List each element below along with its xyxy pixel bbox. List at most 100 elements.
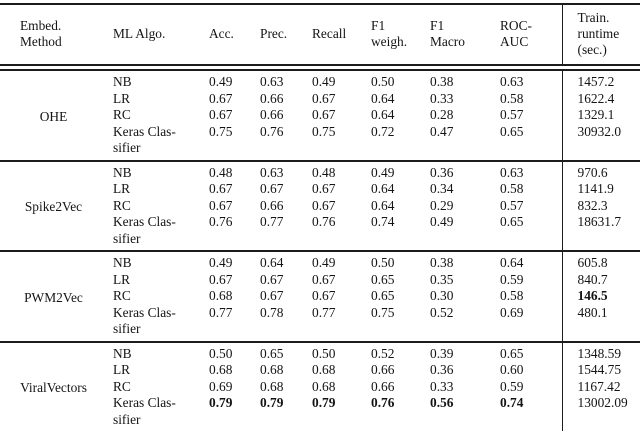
acc-cell: 0.69 (209, 378, 233, 394)
algo-cell: LR (113, 362, 131, 377)
acc-cell: 0.67 (209, 90, 233, 106)
header-row: Embed. Method ML Algo. Acc. Prec. Recall… (0, 4, 640, 71)
f1-macro-cell: 0.49 (430, 214, 454, 229)
table-row: Keras Clas- sifier 0.76 0.77 0.76 0.74 0… (0, 214, 640, 251)
acc-cell: 0.75 (209, 123, 233, 139)
runtime-cell: 18631.7 (561, 214, 640, 251)
f1-weigh-cell: 0.49 (371, 164, 395, 180)
recall-cell: 0.68 (312, 378, 336, 394)
algo-cell: RC (113, 378, 131, 394)
runtime-cell: 1457.2 (561, 67, 640, 91)
f1-weigh-cell: 0.72 (371, 123, 395, 139)
roc-auc-cell: 0.65 (500, 123, 524, 139)
f1-macro-cell-best: 0.56 (430, 395, 454, 410)
f1-macro-cell: 0.39 (430, 345, 454, 361)
roc-auc-cell: 0.65 (500, 214, 524, 229)
table-row: OHE NB 0.49 0.63 0.49 0.50 0.38 0.63 145… (0, 67, 640, 124)
f1-macro-cell: 0.38 (430, 255, 454, 270)
f1-weigh-cell: 0.66 (371, 378, 395, 394)
recall-cell: 0.49 (312, 255, 336, 270)
f1-macro-cell: 0.38 (430, 74, 454, 89)
recall-cell-best: 0.79 (312, 395, 336, 410)
acc-cell-best: 0.79 (209, 395, 233, 410)
table-row: Keras Clas- sifier 0.77 0.78 0.77 0.75 0… (0, 304, 640, 342)
prec-cell: 0.64 (260, 255, 284, 270)
prec-cell: 0.63 (260, 74, 284, 89)
recall-cell: 0.76 (312, 214, 336, 229)
table-row: LR 0.68 0.68 0.68 0.66 0.36 0.60 1544.75 (0, 362, 640, 379)
prec-cell-best: 0.79 (260, 395, 284, 410)
acc-cell: 0.67 (209, 271, 233, 287)
algo-cell: RC (113, 197, 131, 213)
recall-cell: 0.49 (312, 74, 336, 89)
recall-cell: 0.75 (312, 123, 336, 139)
f1-weigh-cell: 0.50 (371, 255, 395, 270)
recall-cell: 0.68 (312, 362, 336, 377)
runtime-cell: 1329.1 (561, 107, 640, 124)
algo-cell: LR (113, 90, 131, 106)
group-spike2vec: Spike2Vec NB 0.48 0.63 0.48 0.49 0.36 0.… (0, 160, 640, 251)
roc-auc-cell-best: 0.74 (500, 395, 524, 410)
col-header-ml-algo: ML Algo. (105, 4, 200, 71)
f1-macro-cell: 0.33 (430, 90, 454, 106)
table-row: ViralVectors NB 0.50 0.65 0.50 0.52 0.39… (0, 341, 640, 395)
f1-weigh-cell: 0.75 (371, 304, 395, 320)
table-row: LR 0.67 0.67 0.67 0.64 0.34 0.58 1141.9 (0, 181, 640, 198)
runtime-cell: 1141.9 (561, 181, 640, 198)
col-header-train-runtime: Train. runtime (sec.) (561, 4, 640, 71)
f1-weigh-cell: 0.66 (371, 362, 395, 377)
col-header-recall: Recall (304, 4, 364, 71)
col-header-roc-auc: ROC- AUC (492, 4, 562, 71)
runtime-cell: 1622.4 (561, 90, 640, 107)
algo-cell: Keras Clas- sifier (113, 214, 176, 246)
acc-cell: 0.67 (209, 197, 233, 213)
acc-cell: 0.68 (209, 288, 233, 303)
f1-weigh-cell: 0.65 (371, 271, 395, 287)
recall-cell: 0.67 (312, 90, 336, 106)
acc-cell: 0.67 (209, 107, 233, 122)
col-header-f1-weigh: F1 weigh. (364, 4, 424, 71)
f1-weigh-cell: 0.74 (371, 214, 395, 229)
acc-cell: 0.50 (209, 345, 233, 361)
table-row: Spike2Vec NB 0.48 0.63 0.48 0.49 0.36 0.… (0, 160, 640, 214)
recall-cell: 0.67 (312, 271, 336, 287)
algo-cell: Keras Clas- sifier (113, 395, 176, 427)
roc-auc-cell: 0.59 (500, 378, 524, 394)
recall-cell: 0.67 (312, 288, 336, 303)
col-header-prec: Prec. (252, 4, 304, 71)
algo-cell: NB (113, 74, 132, 89)
f1-macro-cell: 0.28 (430, 107, 454, 122)
runtime-cell: 480.1 (561, 304, 640, 342)
algo-cell: NB (113, 164, 132, 180)
f1-weigh-cell: 0.64 (371, 181, 395, 196)
table-header: Embed. Method ML Algo. Acc. Prec. Recall… (0, 4, 640, 71)
f1-macro-cell: 0.47 (430, 123, 454, 139)
algo-cell: NB (113, 345, 132, 361)
f1-weigh-cell: 0.64 (371, 197, 395, 213)
recall-cell: 0.67 (312, 181, 336, 196)
acc-cell: 0.68 (209, 362, 233, 377)
runtime-cell: 605.8 (561, 251, 640, 272)
algo-cell: RC (113, 288, 131, 303)
recall-cell: 0.50 (312, 345, 336, 361)
runtime-cell: 1348.59 (561, 341, 640, 362)
table-row: RC 0.67 0.66 0.67 0.28 0.64 0.28 0.57 13… (0, 107, 640, 124)
runtime-cell: 1544.75 (561, 362, 640, 379)
prec-cell: 0.66 (260, 90, 284, 106)
table-row: RC 0.69 0.68 0.68 0.66 0.33 0.59 1167.42 (0, 378, 640, 395)
acc-cell: 0.67 (209, 181, 233, 196)
f1-macro-cell: 0.36 (430, 164, 454, 180)
table-row: RC 0.67 0.66 0.67 0.64 0.29 0.57 832.3 (0, 197, 640, 214)
table-row: LR 0.67 0.66 0.67 0.64 0.33 0.58 1622.4 (0, 90, 640, 107)
acc-cell: 0.76 (209, 214, 233, 229)
f1-macro-cell: 0.34 (430, 181, 454, 196)
prec-cell: 0.68 (260, 362, 284, 377)
col-header-f1-macro: F1 Macro (424, 4, 492, 71)
recall-cell: 0.67 (312, 197, 336, 213)
col-header-acc: Acc. (200, 4, 252, 71)
algo-cell: RC (113, 107, 131, 122)
prec-cell: 0.68 (260, 378, 284, 394)
recall-cell: 0.48 (312, 164, 336, 180)
table-row: RC 0.68 0.67 0.67 0.65 0.30 0.58 146.5 (0, 288, 640, 305)
